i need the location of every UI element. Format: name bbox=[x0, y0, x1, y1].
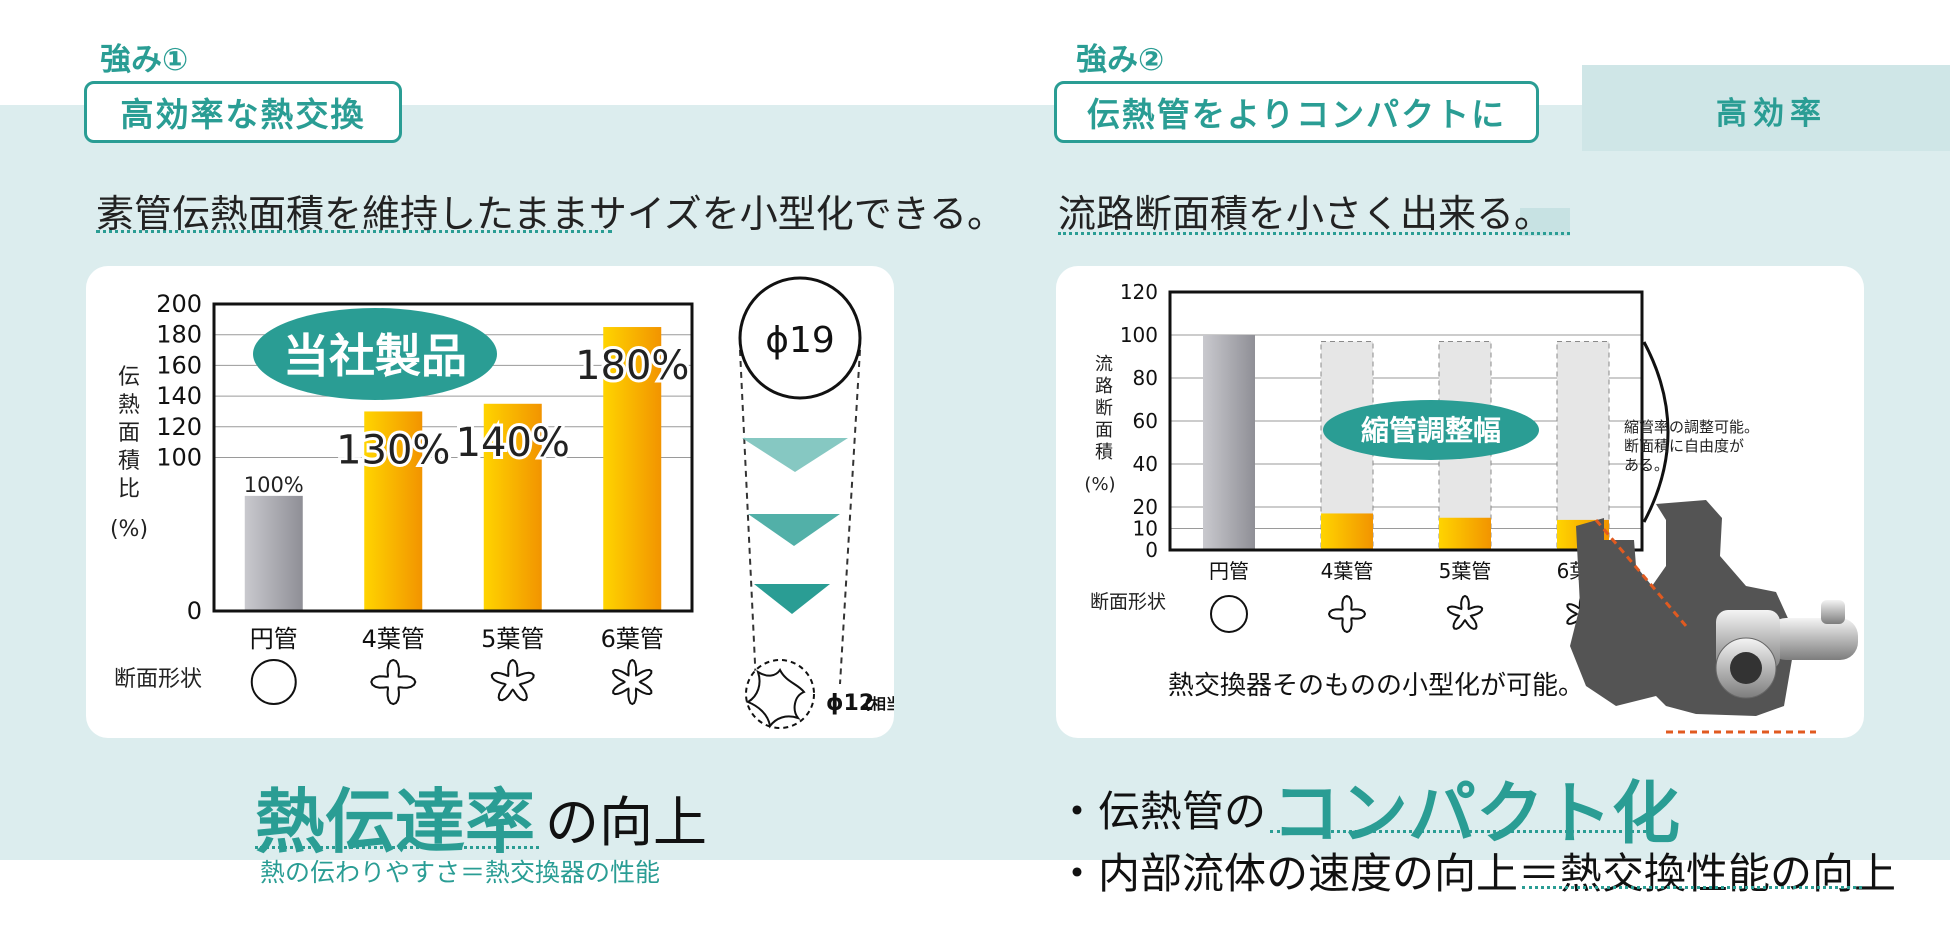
y-tick-label: 100 bbox=[1120, 323, 1158, 347]
range-bar-3 bbox=[1556, 340, 1610, 551]
headline-accent: 熱伝達率 bbox=[255, 781, 535, 863]
y-axis-label: 伝熱面積比(%) bbox=[110, 365, 148, 542]
four-lobe-icon bbox=[1327, 594, 1367, 634]
x-category-label: 4葉管 bbox=[362, 625, 425, 653]
phi19-circle bbox=[738, 276, 862, 400]
y-tick-label: 120 bbox=[1120, 280, 1158, 304]
bullet-1-underline bbox=[1270, 830, 1646, 833]
x-category-label: 6葉管 bbox=[601, 625, 664, 653]
six-lobe-small-icon bbox=[745, 668, 806, 729]
five-lobe-icon bbox=[1446, 594, 1484, 630]
y-tick-label: 20 bbox=[1133, 495, 1158, 519]
own-product-badge bbox=[253, 308, 497, 400]
shrink-range-badge bbox=[1323, 400, 1539, 460]
bar-0 bbox=[1203, 335, 1255, 550]
data-label: 130% bbox=[336, 427, 450, 473]
y-tick-label: 0 bbox=[1145, 538, 1158, 562]
bullet-2-underline bbox=[1522, 886, 1862, 889]
circle-icon bbox=[250, 659, 297, 705]
bar-1 bbox=[364, 411, 423, 611]
efficiency-tag: 高効率 bbox=[1716, 96, 1827, 132]
x-category-label: 円管 bbox=[1209, 559, 1249, 583]
bar-0 bbox=[244, 495, 303, 611]
plot-frame bbox=[1168, 290, 1644, 552]
strength-1-title: 高効率な熱交換 bbox=[84, 81, 402, 143]
bar-1 bbox=[1321, 513, 1373, 550]
bullet-1-prefix: ・伝熱管の bbox=[1056, 787, 1267, 836]
y-tick-label: 160 bbox=[156, 351, 202, 379]
bar-2 bbox=[483, 403, 542, 611]
bullet-1-accent: コンパクト化 bbox=[1272, 775, 1681, 854]
circle-icon bbox=[1210, 595, 1248, 633]
y-tick-label: 10 bbox=[1133, 517, 1158, 541]
x-category-label: 円管 bbox=[250, 625, 298, 653]
six-lobe-icon bbox=[612, 658, 653, 706]
four-lobe-icon bbox=[370, 658, 417, 706]
y-axis-label: 流路断面積(%) bbox=[1084, 354, 1115, 495]
headline-tail: の向上 bbox=[545, 791, 707, 854]
shrink-range-badge-text: 縮管調整幅 bbox=[1361, 414, 1501, 447]
adjust-note: 縮管率の調整可能。 断面積に自由度が ある。 bbox=[1624, 418, 1764, 474]
data-label: 180% bbox=[575, 343, 689, 389]
cross-section-label: 断面形状 bbox=[114, 667, 202, 692]
y-tick-label: 200 bbox=[156, 290, 202, 318]
five-lobe-icon bbox=[490, 658, 535, 702]
strength-1-lead: 素管伝熱面積を維持したままサイズを小型化できる。 bbox=[96, 192, 1005, 236]
lead-2-underline bbox=[1058, 232, 1570, 235]
strength-2-title: 伝熱管をよりコンパクトに bbox=[1054, 81, 1539, 143]
bar-3 bbox=[603, 327, 662, 611]
cone-line-right bbox=[839, 349, 861, 685]
data-label: 100% bbox=[244, 473, 304, 497]
taper-icon-1 bbox=[742, 438, 848, 472]
tag-panel bbox=[1582, 65, 1950, 151]
y-tick-label: 140 bbox=[156, 382, 202, 410]
heat-exchanger-illustration bbox=[1570, 500, 1858, 734]
taper-icon-3 bbox=[754, 584, 830, 614]
phi19-label: ϕ19 bbox=[765, 320, 835, 361]
headline-subline: 熱の伝わりやすさ＝熱交換器の性能 bbox=[260, 858, 661, 887]
strength-2-kicker: 強み② bbox=[1076, 42, 1165, 78]
compact-caption: 熱交換器そのものの小型化が可能。 bbox=[1168, 671, 1584, 701]
data-label: 140% bbox=[456, 420, 570, 466]
phi12-note: (相当径) bbox=[864, 695, 894, 713]
x-category-label: 5葉管 bbox=[481, 625, 544, 653]
y-tick-label: 100 bbox=[156, 444, 202, 472]
strength-1-kicker: 強み① bbox=[100, 42, 189, 78]
y-tick-label: 80 bbox=[1133, 366, 1158, 390]
headline-underline bbox=[255, 846, 539, 849]
cone-line-left bbox=[739, 349, 757, 685]
taper-icon-2 bbox=[748, 514, 840, 546]
plot-frame bbox=[212, 302, 694, 613]
y-tick-label: 180 bbox=[156, 321, 202, 349]
strength-2-lead: 流路断面積を小さく出来る。 bbox=[1058, 192, 1553, 236]
lead-highlight bbox=[1520, 208, 1570, 236]
range-bracket bbox=[1642, 341, 1670, 523]
y-tick-label: 0 bbox=[187, 597, 202, 625]
own-product-badge-text: 当社製品 bbox=[283, 329, 467, 383]
x-category-label: 5葉管 bbox=[1439, 559, 1492, 583]
phi12-label: ϕ12 bbox=[826, 691, 874, 716]
y-tick-label: 60 bbox=[1133, 409, 1158, 433]
x-category-label: 4葉管 bbox=[1321, 559, 1374, 583]
cross-section-label: 断面形状 bbox=[1090, 591, 1166, 613]
y-tick-label: 120 bbox=[156, 413, 202, 441]
bar-2 bbox=[1439, 517, 1491, 550]
bullet-2: ・内部流体の速度の向上＝熱交換性能の向上 bbox=[1056, 849, 1897, 898]
chart-card-1: 0 100 120 140 160 180 200 円管 100% 4葉管 130% 5葉管 140%… bbox=[86, 266, 923, 738]
y-tick-label: 40 bbox=[1133, 452, 1158, 476]
lead-underline bbox=[96, 230, 612, 233]
